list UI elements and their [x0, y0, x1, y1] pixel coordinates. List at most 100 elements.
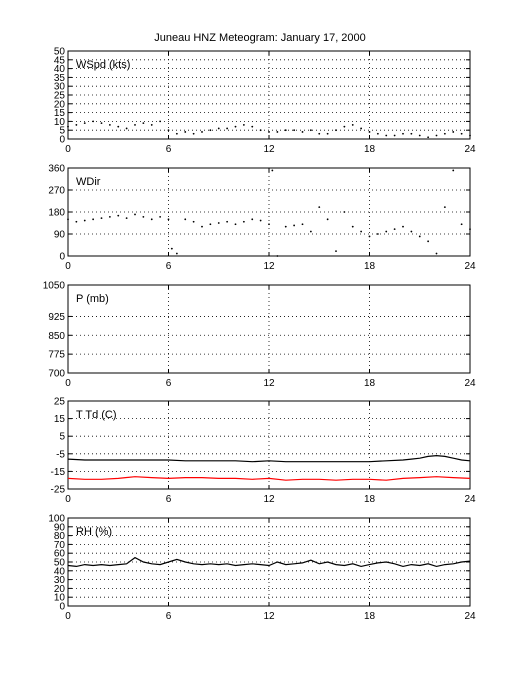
y-tick-label: 80 [54, 531, 66, 542]
data-point [159, 120, 162, 123]
data-point [242, 220, 245, 223]
data-point [125, 217, 128, 220]
x-tick-label: 6 [166, 144, 172, 155]
y-tick-label: 25 [54, 91, 66, 102]
y-tick-label: -5 [56, 449, 65, 460]
data-point [418, 134, 421, 137]
y-tick-label: -25 [51, 485, 66, 496]
data-point [108, 215, 111, 218]
data-point [360, 127, 363, 130]
y-tick-label: 850 [48, 331, 65, 342]
y-tick-label: 20 [54, 99, 66, 110]
data-point [117, 214, 120, 217]
y-tick-label: 775 [48, 350, 65, 361]
data-point [67, 218, 69, 221]
data-point [259, 129, 262, 132]
data-point [234, 223, 237, 226]
data-point [460, 132, 463, 135]
x-tick-label: 6 [166, 611, 172, 622]
y-tick-label: 50 [54, 47, 66, 58]
x-tick-label: 0 [65, 494, 71, 505]
y-tick-label: 30 [54, 82, 66, 93]
x-tick-label: 12 [263, 378, 275, 389]
panel-3: 0 6 12 18 24 700 775 850 925 1050 P (mb) [43, 281, 476, 390]
y-tick-label: 40 [54, 64, 66, 75]
x-tick-label: 0 [65, 378, 71, 389]
data-point [351, 124, 354, 126]
data-point [427, 240, 430, 243]
y-tick-label: 925 [48, 312, 65, 323]
data-point [242, 124, 245, 126]
data-point [184, 131, 187, 133]
data-point [335, 129, 337, 132]
data-point [435, 252, 438, 255]
data-point [318, 206, 321, 209]
data-point [268, 223, 270, 226]
panel-label: WDir [76, 176, 101, 188]
data-point [125, 127, 128, 130]
panel-label: T Td (C) [76, 409, 117, 421]
data-point [100, 122, 103, 125]
data-point [83, 122, 86, 125]
data-point [268, 131, 270, 133]
data-point [443, 206, 446, 209]
x-tick-label: 24 [464, 378, 476, 389]
data-point [385, 134, 388, 137]
x-tick-label: 12 [263, 261, 275, 272]
x-tick-label: 0 [65, 144, 71, 155]
y-tick-label: 90 [54, 230, 66, 241]
data-point [309, 230, 312, 233]
x-tick-label: 6 [166, 261, 172, 272]
y-tick-label: 50 [54, 558, 66, 569]
y-tick-label: 30 [54, 575, 66, 586]
y-tick-label: 90 [54, 522, 66, 533]
x-tick-label: 12 [263, 144, 275, 155]
y-tick-label: 270 [48, 186, 65, 197]
data-point [226, 220, 229, 223]
data-point [117, 125, 120, 128]
data-point [402, 225, 404, 228]
data-point [134, 124, 136, 126]
data-point [159, 215, 162, 218]
x-tick-label: 6 [166, 378, 172, 389]
data-point [284, 129, 287, 132]
data-point [410, 230, 413, 233]
data-point [301, 223, 304, 226]
data-point [201, 131, 203, 133]
data-point [276, 255, 279, 257]
y-tick-label: 25 [54, 397, 66, 408]
data-point [368, 235, 371, 238]
y-tick-label: 5 [59, 126, 65, 137]
x-tick-label: 24 [464, 611, 476, 622]
y-tick-label: 20 [54, 584, 66, 595]
y-tick-label: 15 [54, 414, 66, 425]
data-point [192, 132, 195, 135]
data-point [226, 127, 229, 130]
x-tick-label: 18 [364, 144, 376, 155]
y-tick-label: 0 [59, 602, 65, 613]
data-point [251, 125, 254, 128]
figure-title: Juneau HNZ Meteogram: January 17, 2000 [154, 32, 366, 44]
data-point [217, 222, 220, 224]
data-point [276, 131, 279, 133]
data-point [293, 224, 296, 227]
data-point [443, 132, 446, 135]
data-point [142, 122, 145, 125]
y-tick-label: 45 [54, 55, 66, 66]
data-point [326, 132, 329, 135]
data-point [100, 217, 103, 220]
data-point [170, 247, 173, 250]
y-tick-label: 1050 [43, 281, 66, 292]
data-point [167, 129, 170, 132]
y-tick-label: 60 [54, 549, 66, 560]
y-tick-label: 700 [48, 369, 65, 380]
y-tick-label: 0 [59, 135, 65, 146]
data-point [301, 131, 304, 133]
data-point [67, 125, 69, 128]
data-point [343, 125, 346, 128]
x-tick-label: 18 [364, 494, 376, 505]
data-point [201, 225, 203, 228]
